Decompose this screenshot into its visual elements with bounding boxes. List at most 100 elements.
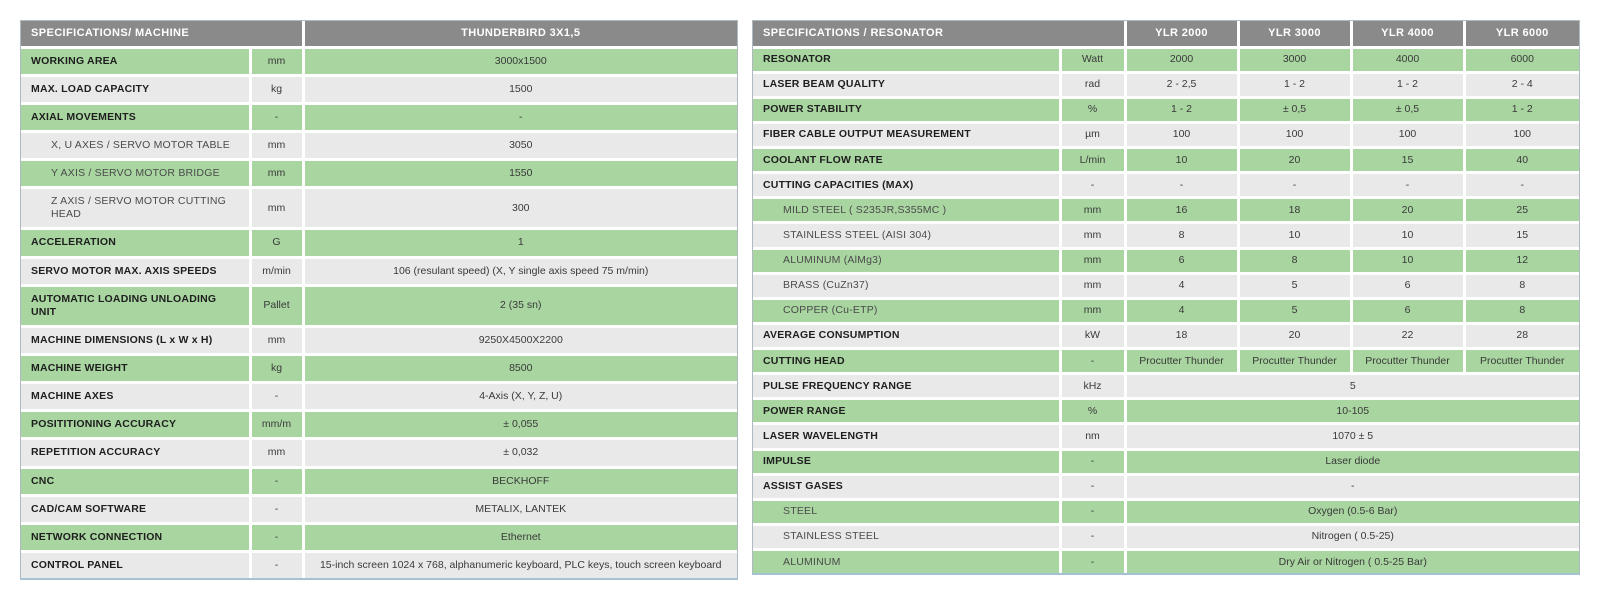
spec-unit: nm (1058, 422, 1125, 449)
spec-unit: - (248, 381, 303, 411)
spec-unit: - (248, 465, 303, 496)
spec-unit: mm (248, 437, 303, 467)
spec-label: STAINLESS STEEL (753, 522, 1060, 550)
spec-unit: - (1058, 472, 1125, 500)
spec-value: Procutter Thunder (1462, 346, 1579, 374)
spec-label: SERVO MOTOR MAX. AXIS SPEEDS (21, 255, 250, 286)
machine-model-header: THUNDERBIRD 3X1,5 (301, 21, 737, 47)
resonator-model-header-ylr3000: YLR 3000 (1236, 21, 1351, 47)
table-row: ASSIST GASES - - (753, 472, 1579, 500)
table-row: COPPER (Cu-ETP) mm 4 5 6 8 (753, 296, 1579, 324)
spec-unit: Watt (1058, 45, 1125, 73)
spec-value: 1 - 2 (1462, 95, 1579, 123)
spec-value: 4-Axis (X, Y, Z, U) (301, 381, 737, 411)
spec-value: 2 - 4 (1462, 70, 1579, 98)
table-row: WORKING AREA mm 3000x1500 (21, 45, 737, 76)
spec-value: Procutter Thunder (1349, 346, 1464, 374)
spec-value: 5 (1236, 271, 1351, 299)
spec-label: MAX. LOAD CAPACITY (21, 73, 250, 104)
spec-value: 1 - 2 (1123, 95, 1238, 123)
spec-value: 10 (1349, 246, 1464, 274)
spec-value: 8 (1236, 246, 1351, 274)
spec-value: 10 (1123, 145, 1238, 173)
spec-unit: - (248, 521, 303, 552)
spec-value: 12 (1462, 246, 1579, 274)
spec-value: 28 (1462, 321, 1579, 349)
spec-value: 100 (1236, 120, 1351, 148)
spec-unit: - (1058, 447, 1125, 475)
spec-value: 1 (301, 227, 737, 257)
table-row: CAD/CAM SOFTWARE - METALIX, LANTEK (21, 493, 737, 524)
spec-label: CONTROL PANEL (21, 549, 250, 578)
spec-value: 15 (1462, 221, 1579, 248)
spec-label: LASER BEAM QUALITY (753, 70, 1060, 98)
resonator-model-header-ylr4000: YLR 4000 (1349, 21, 1464, 47)
spec-label: MILD STEEL ( S235JR,S355MC ) (753, 196, 1060, 223)
spec-value: 1 - 2 (1349, 70, 1464, 98)
spec-unit: kg (248, 73, 303, 104)
spec-value-merged: 1070 ± 5 (1123, 422, 1579, 449)
spec-unit: kW (1058, 321, 1125, 349)
spec-label: ACCELERATION (21, 227, 250, 257)
table-row: NETWORK CONNECTION - Ethernet (21, 521, 737, 552)
spec-value: 40 (1462, 145, 1579, 173)
table-row: STAINLESS STEEL - Nitrogen ( 0.5-25) (753, 522, 1579, 550)
spec-unit: mm (1058, 196, 1125, 223)
spec-value: 20 (1236, 321, 1351, 349)
table-row: MACHINE WEIGHT kg 8500 (21, 352, 737, 383)
spec-value: 6 (1349, 296, 1464, 324)
spec-value: 8 (1462, 296, 1579, 324)
spec-label: AXIAL MOVEMENTS (21, 101, 250, 132)
spec-unit: - (248, 549, 303, 578)
table-row: FIBER CABLE OUTPUT MEASUREMENT µm 100 100 10… (753, 120, 1579, 148)
spec-unit: kHz (1058, 372, 1125, 399)
spec-label: Z AXIS / SERVO MOTOR CUTTING HEAD (21, 186, 250, 229)
table-row: COOLANT FLOW RATE L/min 10 20 15 40 (753, 145, 1579, 173)
spec-value: Procutter Thunder (1236, 346, 1351, 374)
spec-label: STEEL (753, 497, 1060, 525)
spec-label: AUTOMATIC LOADING UNLOADING UNIT (21, 283, 250, 327)
table-row: RESONATOR Watt 2000 3000 4000 6000 (753, 45, 1579, 73)
spec-unit: mm (1058, 271, 1125, 299)
spec-unit: Pallet (248, 283, 303, 327)
spec-value: - (301, 101, 737, 132)
table-row: POWER RANGE% 10-105 (753, 397, 1579, 424)
spec-unit: % (1058, 397, 1125, 424)
spec-label: NETWORK CONNECTION (21, 521, 250, 552)
table-row: Y AXIS / SERVO MOTOR BRIDGE mm 1550 (21, 157, 737, 188)
spec-label: ASSIST GASES (753, 472, 1060, 500)
spec-label: STAINLESS STEEL (AISI 304) (753, 221, 1060, 248)
table-row: PULSE FREQUENCY RANGE kHz 5 (753, 372, 1579, 399)
table-row: MACHINE AXES -4-Axis (X, Y, Z, U) (21, 381, 737, 411)
table-row: MAX. LOAD CAPACITY kg 1500 (21, 73, 737, 104)
spec-label: COOLANT FLOW RATE (753, 145, 1060, 173)
spec-value: 2 - 2,5 (1123, 70, 1238, 98)
spec-label: POWER RANGE (753, 397, 1060, 424)
spec-value: 15 (1349, 145, 1464, 173)
table-row: MILD STEEL ( S235JR,S355MC ) mm 16 18 20 25 (753, 196, 1579, 223)
spec-label: WORKING AREA (21, 45, 250, 76)
spec-label: POWER STABILITY (753, 95, 1060, 123)
spec-unit: mm (1058, 246, 1125, 274)
spec-value-merged: Oxygen (0.5-6 Bar) (1123, 497, 1579, 525)
machine-table-header-row: SPECIFICATIONS/ MACHINE THUNDERBIRD 3X1,… (21, 21, 737, 47)
spec-value: 100 (1462, 120, 1579, 148)
spec-unit: G (248, 227, 303, 257)
spec-unit: - (248, 493, 303, 524)
table-row: MACHINE DIMENSIONS (L x W x H) mm 9250X450… (21, 324, 737, 355)
spec-label: X, U AXES / SERVO MOTOR TABLE (21, 129, 250, 160)
spec-value: 1550 (301, 157, 737, 188)
table-row: AXIAL MOVEMENTS - - (21, 101, 737, 132)
spec-value-merged: Nitrogen ( 0.5-25) (1123, 522, 1579, 550)
spec-value: 18 (1123, 321, 1238, 349)
spec-unit: % (1058, 95, 1125, 123)
spec-unit: µm (1058, 120, 1125, 148)
spec-value: 8500 (301, 352, 737, 383)
table-row: Z AXIS / SERVO MOTOR CUTTING HEAD mm 300 (21, 186, 737, 229)
spec-unit: - (1058, 346, 1125, 374)
resonator-spec-table: SPECIFICATIONS / RESONATOR YLR 2000 YLR … (753, 21, 1579, 574)
table-row: CONTROL PANEL -15-inch screen 1024 x 768,… (21, 549, 737, 578)
spec-value: 20 (1236, 145, 1351, 173)
